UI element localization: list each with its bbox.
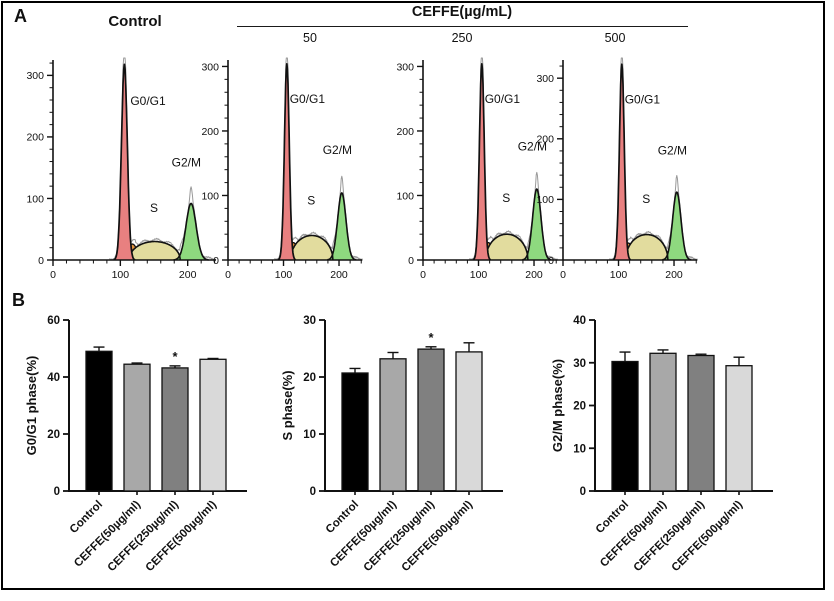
svg-text:CEFFE(250µg/ml): CEFFE(250µg/ml) [632,499,708,575]
svg-text:60: 60 [47,315,60,327]
svg-text:Control: Control [324,499,361,536]
svg-text:0: 0 [580,486,586,498]
svg-text:200: 200 [396,126,414,138]
ceffe-header-underline [237,26,688,27]
svg-text:0: 0 [54,486,60,498]
svg-text:*: * [428,330,434,345]
svg-text:200: 200 [26,132,44,144]
svg-text:*: * [172,349,178,364]
svg-text:Control: Control [594,499,631,536]
svg-text:30: 30 [573,358,586,370]
svg-text:0: 0 [50,269,56,281]
svg-text:G0/G1 phase(%): G0/G1 phase(%) [24,356,39,456]
svg-text:0: 0 [225,269,231,281]
panel-a-label: A [14,6,27,26]
ceffe-header: CEFFE(µg/mL) [411,4,513,20]
svg-text:200: 200 [201,126,219,138]
svg-text:20: 20 [573,401,586,413]
svg-text:300: 300 [201,61,219,73]
svg-text:S phase(%): S phase(%) [280,370,295,440]
svg-text:100: 100 [610,269,628,281]
control-title: Control [108,13,162,30]
svg-text:10: 10 [303,429,316,441]
svg-text:300: 300 [396,61,414,73]
svg-text:S: S [642,192,650,206]
svg-text:G0/G1: G0/G1 [130,94,166,108]
svg-text:G2/M: G2/M [172,156,201,170]
svg-text:200: 200 [525,269,543,281]
dose-label-250: 250 [451,31,473,45]
svg-text:0: 0 [310,486,316,498]
svg-text:200: 200 [665,269,683,281]
bar-chart-g2m-phase: 0 10 20 30 40 ControlCEFFE(50µg/ml)CEFFE(250µ… [550,315,773,575]
svg-text:S: S [150,201,158,215]
svg-text:G0/G1: G0/G1 [625,93,661,107]
flow-histogram-ceffe-50: 0 100 200 300 0 100 200 G0/G1 S G2/M [201,57,363,281]
svg-text:10: 10 [573,443,586,455]
svg-text:40: 40 [47,372,60,384]
svg-text:CEFFE(50µg/ml): CEFFE(50µg/ml) [328,499,399,570]
svg-text:CEFFE(50µg/ml): CEFFE(50µg/ml) [598,499,669,570]
svg-text:CEFFE(500µg/ml): CEFFE(500µg/ml) [144,499,220,575]
svg-text:300: 300 [26,70,44,82]
svg-text:CEFFE(500µg/ml): CEFFE(500µg/ml) [400,499,476,575]
svg-text:G2/M: G2/M [323,143,352,157]
panel-b-label: B [12,290,25,310]
svg-text:G0/G1: G0/G1 [290,92,326,106]
svg-text:100: 100 [275,269,293,281]
svg-text:300: 300 [536,73,554,85]
svg-text:CEFFE(250µg/ml): CEFFE(250µg/ml) [362,499,438,575]
svg-text:0: 0 [548,255,554,267]
svg-text:CEFFE(50µg/ml): CEFFE(50µg/ml) [72,499,143,570]
svg-text:20: 20 [47,429,60,441]
svg-text:G2/M phase(%): G2/M phase(%) [550,359,565,452]
svg-text:S: S [307,194,315,208]
svg-text:30: 30 [303,315,316,327]
dose-label-50: 50 [303,31,317,45]
svg-text:100: 100 [26,193,44,205]
svg-text:100: 100 [470,269,488,281]
svg-text:0: 0 [560,269,566,281]
svg-text:G2/M: G2/M [658,144,687,158]
svg-text:200: 200 [330,269,348,281]
svg-text:200: 200 [536,134,554,146]
svg-text:100: 100 [396,190,414,202]
svg-text:100: 100 [112,269,130,281]
dose-label-500: 500 [604,31,626,45]
flow-histogram-control: 0 100 200 300 0 100 200 G0/G1 S G2/M [26,57,217,281]
svg-text:S: S [502,191,510,205]
svg-text:0: 0 [38,255,44,267]
flow-histogram-ceffe-500: 0 100 200 300 0 100 200 G0/G1 S G2/M [536,57,698,281]
flow-histogram-ceffe-250: 0 100 200 300 0 100 200 G0/G1 S G2/M [396,57,558,281]
svg-text:CEFFE(500µg/ml): CEFFE(500µg/ml) [670,499,746,575]
svg-text:0: 0 [213,255,219,267]
svg-text:G2/M: G2/M [518,139,547,153]
svg-text:200: 200 [179,269,197,281]
svg-text:0: 0 [420,269,426,281]
svg-text:20: 20 [303,372,316,384]
svg-text:G0/G1: G0/G1 [485,92,521,106]
svg-text:0: 0 [408,255,414,267]
svg-text:CEFFE(250µg/ml): CEFFE(250µg/ml) [106,499,182,575]
svg-text:100: 100 [536,194,554,206]
svg-text:100: 100 [201,190,219,202]
svg-text:40: 40 [573,315,586,327]
svg-text:Control: Control [68,499,105,536]
